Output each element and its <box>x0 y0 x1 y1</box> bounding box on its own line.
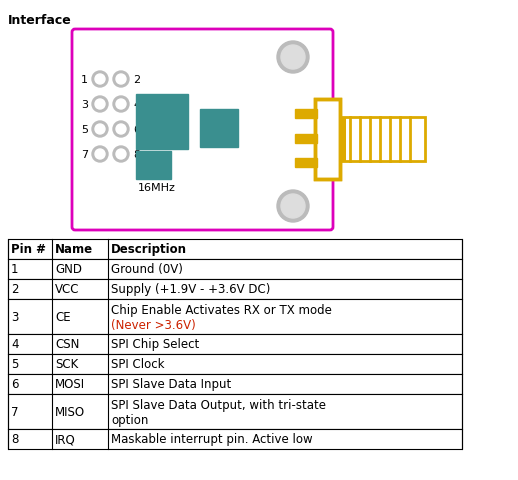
Text: 5: 5 <box>81 125 88 135</box>
Circle shape <box>92 122 108 138</box>
Text: 5: 5 <box>11 358 18 371</box>
Bar <box>8 334 462 354</box>
Bar <box>8 374 462 394</box>
FancyBboxPatch shape <box>72 30 333 230</box>
Text: Description: Description <box>111 243 187 256</box>
Text: 4: 4 <box>133 100 140 110</box>
Bar <box>8 394 462 429</box>
Bar <box>340 118 425 162</box>
Text: MISO: MISO <box>55 405 85 418</box>
Text: Supply (+1.9V - +3.6V DC): Supply (+1.9V - +3.6V DC) <box>111 283 270 296</box>
Circle shape <box>95 100 105 110</box>
Circle shape <box>113 72 129 88</box>
Circle shape <box>281 194 305 218</box>
Bar <box>136 95 188 150</box>
Text: (Never >3.6V): (Never >3.6V) <box>111 318 196 331</box>
Circle shape <box>116 100 126 110</box>
Bar <box>315 100 340 180</box>
Text: Ground (0V): Ground (0V) <box>111 263 183 276</box>
Bar <box>295 159 317 168</box>
Text: 1: 1 <box>11 263 19 276</box>
Text: Chip Enable Activates RX or TX mode: Chip Enable Activates RX or TX mode <box>111 303 332 316</box>
Text: SPI Slave Data Input: SPI Slave Data Input <box>111 378 231 391</box>
Bar <box>8 300 462 334</box>
Text: 1: 1 <box>81 75 88 85</box>
Bar <box>315 100 340 180</box>
Text: Name: Name <box>55 243 93 256</box>
Bar <box>200 110 238 148</box>
Text: 6: 6 <box>11 378 19 391</box>
Text: Interface: Interface <box>8 14 72 27</box>
Circle shape <box>92 72 108 88</box>
Text: 16MHz: 16MHz <box>138 182 176 192</box>
Text: option: option <box>111 413 148 426</box>
Bar <box>136 152 171 180</box>
Circle shape <box>113 147 129 163</box>
Text: 2: 2 <box>11 283 19 296</box>
Text: MOSI: MOSI <box>55 378 85 391</box>
Bar <box>8 240 462 260</box>
Text: 6: 6 <box>133 125 140 135</box>
Circle shape <box>113 97 129 113</box>
Circle shape <box>116 75 126 85</box>
Text: VCC: VCC <box>55 283 79 296</box>
Circle shape <box>92 97 108 113</box>
Circle shape <box>95 125 105 135</box>
Circle shape <box>277 42 309 74</box>
Text: Maskable interrupt pin. Active low: Maskable interrupt pin. Active low <box>111 432 313 445</box>
Bar <box>315 100 340 180</box>
Bar <box>340 118 346 162</box>
Text: CE: CE <box>55 311 70 324</box>
Text: SPI Chip Select: SPI Chip Select <box>111 338 199 351</box>
Text: 7: 7 <box>81 150 88 160</box>
Text: SCK: SCK <box>55 358 78 371</box>
Circle shape <box>113 122 129 138</box>
Circle shape <box>95 150 105 160</box>
Text: 4: 4 <box>11 338 19 351</box>
Bar <box>295 135 317 144</box>
Text: IRQ: IRQ <box>55 432 76 445</box>
Bar <box>295 110 317 119</box>
Text: 8: 8 <box>133 150 140 160</box>
Bar <box>8 354 462 374</box>
Text: 8: 8 <box>11 432 18 445</box>
Text: CSN: CSN <box>55 338 79 351</box>
Bar <box>8 260 462 279</box>
Circle shape <box>116 150 126 160</box>
Text: 2: 2 <box>133 75 140 85</box>
Circle shape <box>281 46 305 70</box>
Bar <box>8 429 462 449</box>
Circle shape <box>95 75 105 85</box>
Text: 3: 3 <box>81 100 88 110</box>
Text: Pin #: Pin # <box>11 243 46 256</box>
Bar <box>8 279 462 300</box>
Text: SPI Clock: SPI Clock <box>111 358 165 371</box>
Text: 7: 7 <box>11 405 19 418</box>
Text: SPI Slave Data Output, with tri-state: SPI Slave Data Output, with tri-state <box>111 398 326 411</box>
Circle shape <box>116 125 126 135</box>
Text: 3: 3 <box>11 311 18 324</box>
Circle shape <box>277 191 309 223</box>
Circle shape <box>92 147 108 163</box>
Text: GND: GND <box>55 263 82 276</box>
